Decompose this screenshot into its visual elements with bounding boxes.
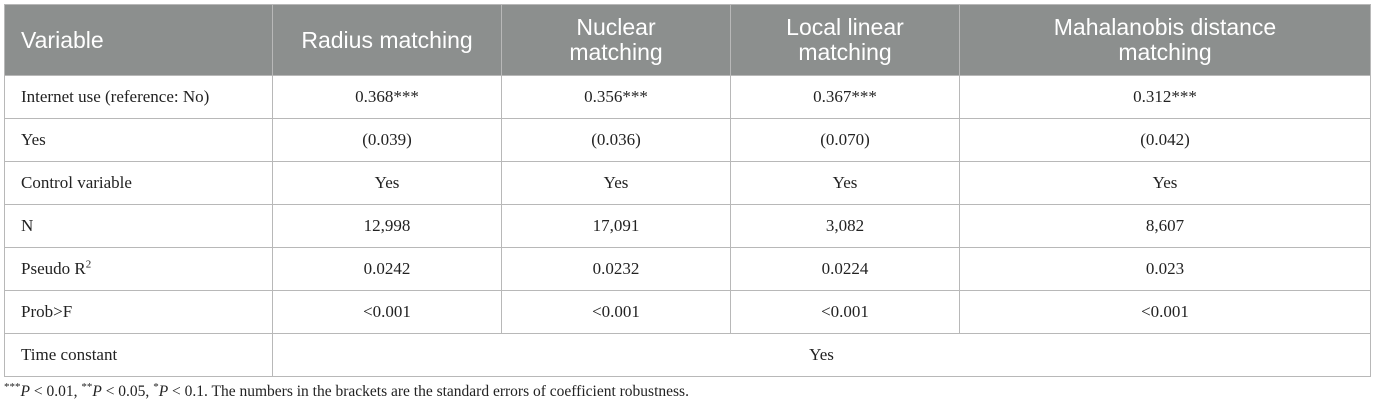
- row-label-text: Pseudo R: [21, 259, 86, 278]
- cell-value: 3,082: [730, 204, 960, 248]
- table-row: N 12,998 17,091 3,082 8,607: [4, 204, 1371, 248]
- header-row: Variable Radius matching Nuclear matchin…: [4, 4, 1371, 76]
- table-row: Yes (0.039) (0.036) (0.070) (0.042): [4, 118, 1371, 162]
- cell-value: <0.001: [730, 290, 960, 334]
- header-mahalanobis-matching: Mahalanobis distance matching: [959, 4, 1371, 76]
- cell-value: 0.312***: [959, 75, 1371, 119]
- header-local-linear-matching: Local linear matching: [730, 4, 960, 76]
- footnote-p: P: [158, 383, 169, 400]
- table-row: Pseudo R2 0.0242 0.0232 0.0224 0.023: [4, 247, 1371, 291]
- footnote-stars: ***: [4, 380, 21, 393]
- footnote-p: P: [20, 383, 30, 400]
- cell-value: 0.367***: [730, 75, 960, 119]
- table-row: Control variable Yes Yes Yes Yes: [4, 161, 1371, 205]
- row-label: Yes: [4, 118, 273, 162]
- cell-value: 0.023: [959, 247, 1371, 291]
- footnote-p: P: [92, 383, 102, 400]
- results-table: Variable Radius matching Nuclear matchin…: [4, 4, 1371, 377]
- header-variable: Variable: [4, 4, 273, 76]
- cell-value: (0.070): [730, 118, 960, 162]
- footnote-text: < 0.01,: [29, 383, 82, 400]
- cell-value: Yes: [501, 161, 731, 205]
- cell-value: Yes: [272, 161, 502, 205]
- cell-value: 0.368***: [272, 75, 502, 119]
- cell-value: (0.036): [501, 118, 731, 162]
- cell-value: 12,998: [272, 204, 502, 248]
- cell-value: <0.001: [959, 290, 1371, 334]
- footnote-text: < 0.05,: [101, 383, 154, 400]
- row-label: N: [4, 204, 273, 248]
- table-row: Internet use (reference: No) 0.368*** 0.…: [4, 75, 1371, 119]
- cell-value-merged: Yes: [272, 333, 1371, 377]
- cell-value: 0.0232: [501, 247, 731, 291]
- footnote-stars: *: [153, 380, 159, 393]
- cell-value: (0.039): [272, 118, 502, 162]
- cell-value: 0.0242: [272, 247, 502, 291]
- cell-value: 0.356***: [501, 75, 731, 119]
- row-label: Time constant: [4, 333, 273, 377]
- header-radius-matching: Radius matching: [272, 4, 502, 76]
- header-nuclear-matching: Nuclear matching: [501, 4, 731, 76]
- table-footnote: ***P < 0.01, **P < 0.05, *P < 0.1. The n…: [4, 380, 689, 401]
- cell-value: Yes: [959, 161, 1371, 205]
- cell-value: <0.001: [272, 290, 502, 334]
- table-row: Time constant Yes: [4, 333, 1371, 377]
- row-label: Control variable: [4, 161, 273, 205]
- row-label-superscript: 2: [85, 258, 92, 271]
- table-row: Prob>F <0.001 <0.001 <0.001 <0.001: [4, 290, 1371, 334]
- cell-value: <0.001: [501, 290, 731, 334]
- row-label: Internet use (reference: No): [4, 75, 273, 119]
- footnote-text: < 0.1. The numbers in the brackets are t…: [168, 383, 689, 400]
- row-label: Prob>F: [4, 290, 273, 334]
- cell-value: Yes: [730, 161, 960, 205]
- cell-value: 17,091: [501, 204, 731, 248]
- row-label: Pseudo R2: [4, 247, 273, 291]
- footnote-stars: **: [81, 380, 93, 393]
- cell-value: 8,607: [959, 204, 1371, 248]
- cell-value: (0.042): [959, 118, 1371, 162]
- cell-value: 0.0224: [730, 247, 960, 291]
